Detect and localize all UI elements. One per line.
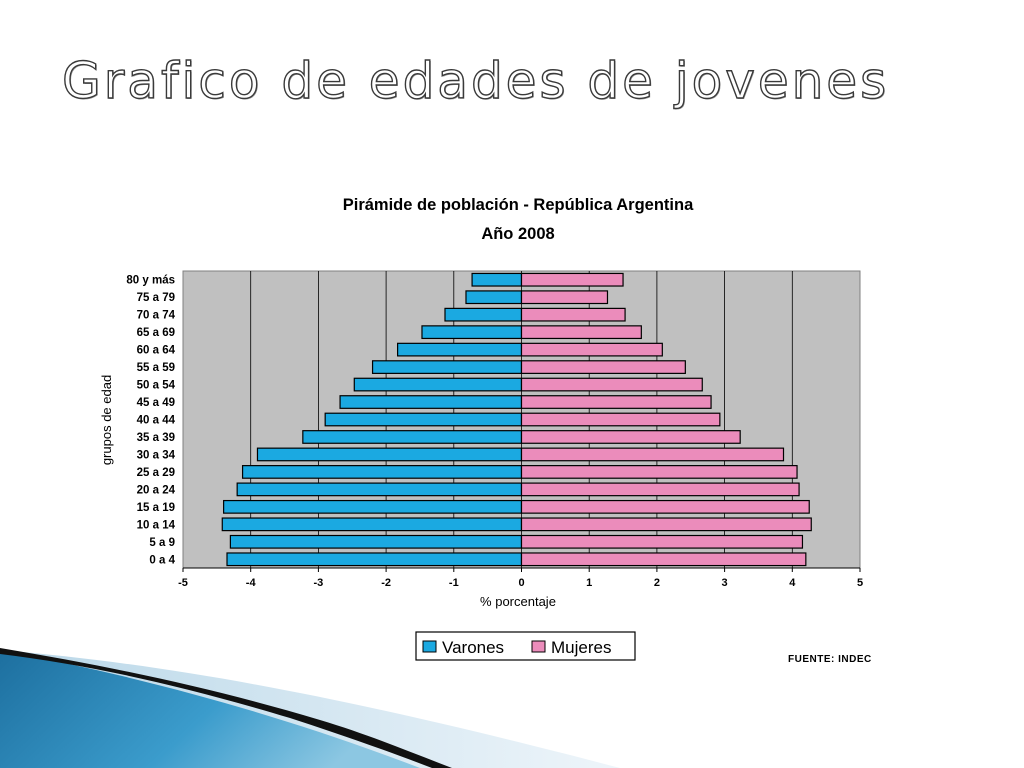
bar-varones [236,482,523,497]
decorative-wave [0,648,620,768]
bar-mujeres [520,272,624,287]
legend-swatch-varones [422,640,437,653]
bar-varones [226,552,523,567]
chart-subtitle: Año 2008 [481,225,554,243]
y-axis-category-labels: 0 a 4 5 a 9 10 a 14 15 a 19 20 a 24 25 a 29 30… [126,275,175,567]
wave-dark-stroke [0,648,452,768]
y-category-label: 0 a 4 [149,554,175,566]
x-tick-label: -2 [381,577,391,589]
bar-mujeres [520,447,785,462]
y-category-label: 70 a 74 [137,310,176,322]
bar-varones [324,412,523,427]
chart-legend: Varones Mujeres [415,631,636,661]
bar-varones [221,517,523,532]
y-category-label: 15 a 19 [137,502,175,514]
bar-mujeres [520,377,703,392]
bar-varones [444,307,523,322]
bar-varones [397,342,523,357]
x-axis-title: % porcentaje [480,594,556,609]
y-category-label: 60 a 64 [137,345,176,357]
y-category-label: 40 a 44 [137,415,176,427]
bars [221,272,812,567]
x-tick-label: -4 [246,577,257,589]
y-category-label: 50 a 54 [137,380,176,392]
source-note: FUENTE: INDEC [788,654,872,665]
bar-varones [302,430,523,444]
bar-varones [241,465,523,479]
bar-mujeres [520,517,812,532]
slide-title: Grafico de edades de jovenes [61,51,890,110]
bar-mujeres [520,534,804,549]
legend-label-varones: Varones [442,638,504,657]
x-axis-ticks: -5 -4 -3 -2 -1 0 1 2 3 4 5 [178,568,863,589]
y-category-label: 35 a 39 [137,432,175,444]
wave-blue-band [0,650,420,768]
y-category-label: 65 a 69 [137,327,175,339]
bar-varones [339,395,523,409]
legend-box [415,631,636,661]
bar-varones [353,377,523,392]
x-tick-label: 3 [722,577,728,589]
y-category-label: 55 a 59 [137,362,175,374]
bar-varones [371,360,523,374]
x-tick-label: 0 [518,577,524,589]
y-category-label: 75 a 79 [137,292,175,304]
bar-varones [223,499,523,514]
bar-mujeres [520,342,663,357]
x-tick-label: 4 [789,577,796,589]
y-category-label: 10 a 14 [137,519,176,531]
bar-mujeres [520,325,642,340]
y-category-label: 20 a 24 [137,484,176,496]
chart-title: Pirámide de población - República Argent… [343,196,694,214]
legend-swatch-mujeres [531,640,546,653]
bar-mujeres [520,412,721,427]
x-tick-label: 5 [857,577,863,589]
bar-mujeres [520,290,609,305]
bar-mujeres [520,430,741,444]
y-category-label: 5 a 9 [149,537,175,549]
bar-mujeres [520,360,686,374]
bar-mujeres [520,307,626,322]
bar-mujeres [520,482,800,497]
bar-varones [256,447,523,462]
bar-mujeres [520,395,712,409]
bar-mujeres [520,552,807,567]
x-tick-label: -1 [449,577,459,589]
legend-label-mujeres: Mujeres [551,638,611,657]
bar-varones [465,290,523,305]
x-tick-label: 1 [586,577,592,589]
bar-varones [229,534,523,549]
bar-varones [471,272,523,287]
x-tick-label: 2 [654,577,660,589]
x-tick-label: -5 [178,577,188,589]
bar-mujeres [520,465,798,479]
y-category-label: 45 a 49 [137,397,175,409]
y-axis-title: grupos de edad [99,375,114,465]
bar-varones [421,325,523,340]
x-tick-label: -3 [314,577,324,589]
y-category-label: 25 a 29 [137,467,175,479]
bar-mujeres [520,499,810,514]
y-category-label: 80 y más [126,275,175,287]
y-category-label: 30 a 34 [137,449,176,461]
